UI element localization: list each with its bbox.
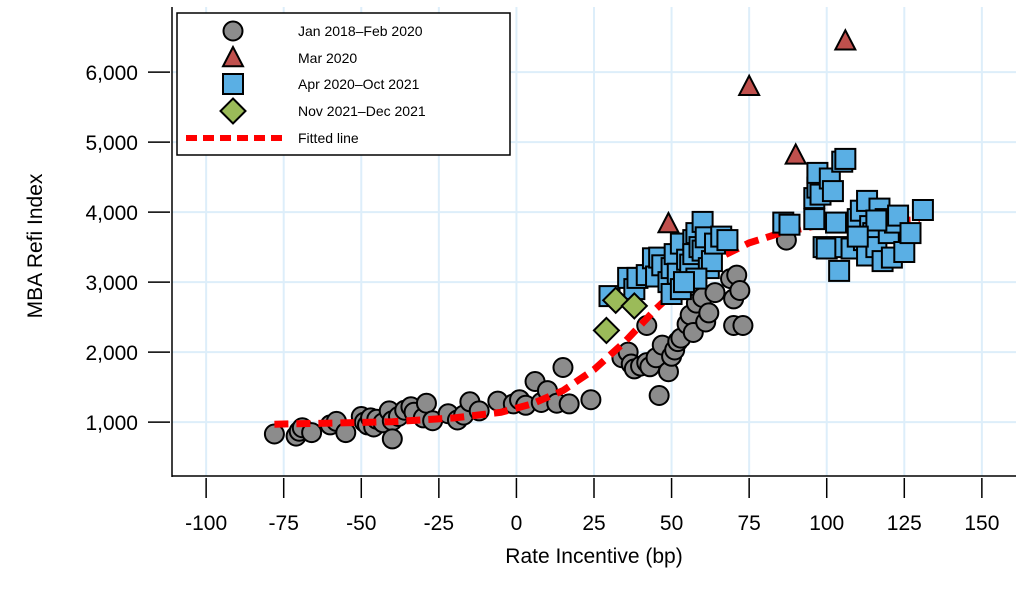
data-point-square	[911, 199, 934, 221]
data-point-circle	[301, 422, 323, 444]
data-point-square	[846, 225, 869, 248]
legend-square-icon	[222, 73, 244, 95]
y-tick-label: 3,000	[85, 272, 138, 295]
x-tick-label: 50	[660, 512, 683, 535]
data-point-circle	[381, 428, 403, 450]
legend: Jan 2018–Feb 2020 Mar 2020 Apr 2020–Oct 20…	[176, 12, 511, 156]
legend-label: Jan 2018–Feb 2020	[298, 23, 423, 39]
legend-circle-icon	[222, 20, 244, 42]
x-tick-label: -75	[269, 512, 299, 535]
y-tick-label: 1,000	[85, 412, 138, 435]
data-point-square	[893, 241, 916, 263]
data-point-circle	[729, 280, 751, 301]
data-point-square	[672, 271, 695, 294]
x-tick-label: 25	[582, 512, 605, 535]
legend-label: Nov 2021–Dec 2021	[298, 103, 426, 119]
legend-label: Apr 2020–Oct 2021	[298, 76, 420, 92]
y-axis-ticks: 1,000 2,000 3,000 4,000 5,000 6,000	[85, 62, 170, 435]
y-tick-label: 5,000	[85, 132, 138, 155]
data-point-square	[834, 147, 857, 170]
data-point-square	[778, 213, 801, 236]
data-point-diamond	[592, 316, 621, 345]
x-tick-label: 100	[809, 512, 844, 535]
data-point-circle	[263, 423, 285, 445]
data-point-circle	[648, 385, 670, 406]
x-axis-title: Rate Incentive (bp)	[505, 545, 682, 568]
data-point-square	[865, 209, 888, 232]
data-points	[263, 28, 934, 450]
data-point-square	[716, 229, 739, 252]
x-tick-label: 75	[737, 512, 760, 535]
data-point-circle	[415, 392, 437, 414]
grid-lines	[172, 7, 1016, 476]
legend-triangle-icon	[221, 44, 245, 68]
y-axis-title: MBA Refi Index	[24, 173, 47, 318]
data-point-triangle	[784, 142, 808, 165]
data-point-diamond	[620, 291, 649, 320]
x-tick-label: 0	[511, 512, 523, 535]
legend-diamond-icon	[219, 97, 247, 125]
data-point-square	[821, 180, 844, 203]
data-point-circle	[552, 357, 574, 378]
data-point-square	[887, 204, 910, 227]
data-point-square	[899, 222, 922, 245]
legend-label: Fitted line	[298, 130, 359, 146]
data-point-triangle	[833, 28, 857, 51]
y-tick-label: 2,000	[85, 342, 138, 365]
data-point-circle	[558, 393, 580, 415]
data-point-circle	[704, 282, 726, 304]
data-point-triangle	[656, 210, 681, 234]
x-tick-label: 150	[964, 512, 999, 535]
data-point-circle	[732, 315, 754, 336]
x-axis-ticks: -100 -75 -50 -25 0 25 50 75 100 125 150	[185, 478, 999, 535]
data-point-square	[815, 237, 838, 260]
data-point-square	[825, 211, 848, 234]
x-tick-label: -25	[424, 512, 454, 535]
x-tick-label: -100	[185, 512, 227, 535]
y-tick-label: 6,000	[85, 62, 138, 85]
data-point-circle	[698, 302, 720, 324]
x-tick-label: -50	[346, 512, 376, 535]
data-point-square	[828, 259, 851, 282]
x-tick-label: 125	[887, 512, 922, 535]
data-point-triangle	[737, 73, 761, 97]
data-point-square	[803, 208, 826, 231]
legend-label: Mar 2020	[298, 50, 357, 66]
data-point-circle	[580, 389, 602, 411]
y-tick-label: 4,000	[85, 202, 138, 225]
axes	[171, 7, 1016, 477]
